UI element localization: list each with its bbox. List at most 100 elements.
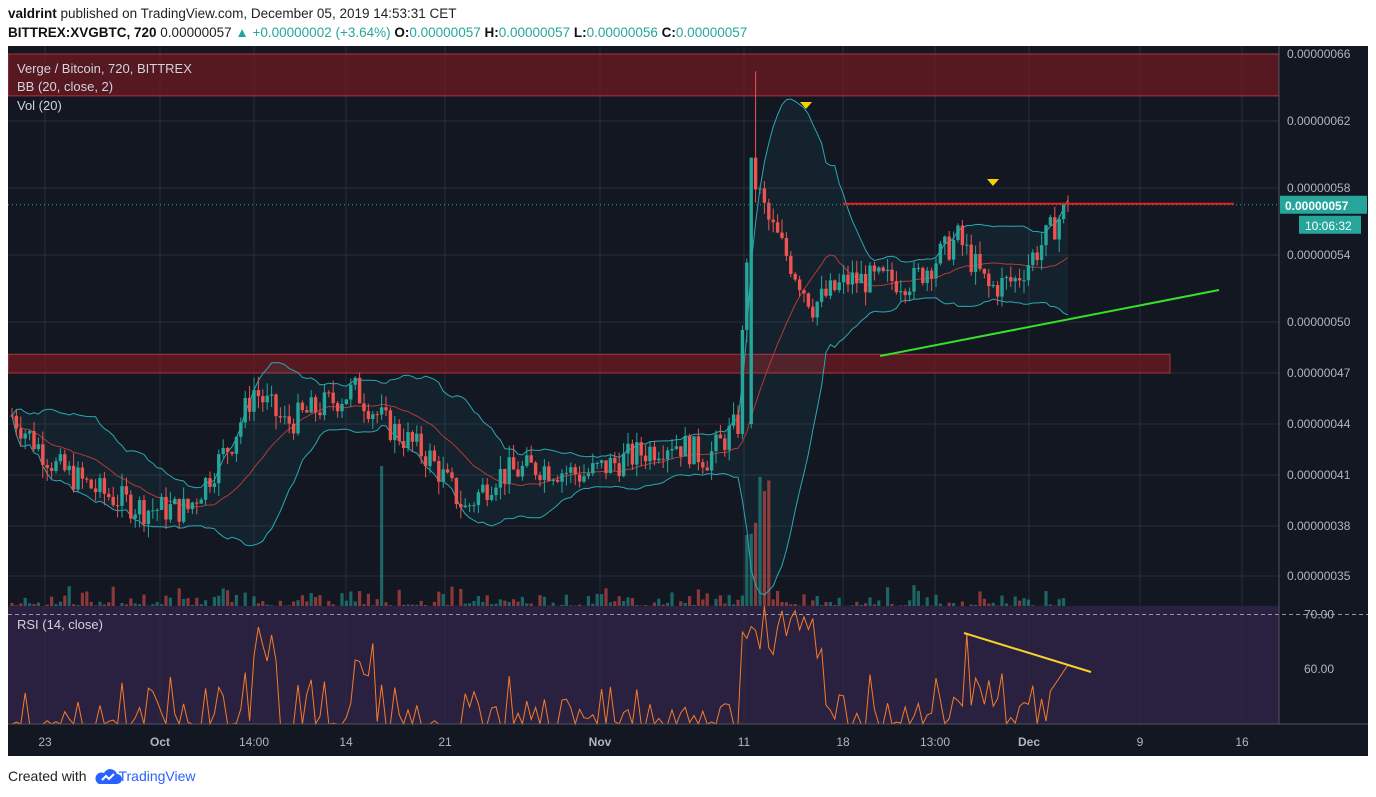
candle[interactable] (32, 421, 36, 452)
candle[interactable] (890, 262, 894, 291)
candle[interactable] (437, 455, 441, 495)
candle[interactable] (423, 450, 428, 478)
candle[interactable] (63, 449, 67, 473)
candle[interactable] (269, 385, 274, 408)
zone-resistance-zone[interactable] (8, 53, 1280, 97)
candle[interactable] (683, 427, 687, 457)
candle[interactable] (93, 479, 98, 501)
candle[interactable] (503, 468, 507, 495)
candle[interactable] (846, 265, 850, 293)
candle[interactable] (806, 292, 811, 309)
candle[interactable] (1022, 269, 1026, 293)
candle[interactable] (621, 443, 626, 478)
candle[interactable] (291, 418, 296, 440)
candle[interactable] (679, 446, 683, 467)
candle[interactable] (393, 415, 397, 454)
candle[interactable] (155, 508, 159, 522)
candle[interactable] (199, 497, 203, 504)
candle[interactable] (881, 265, 885, 273)
candle[interactable] (76, 461, 80, 493)
candle[interactable] (731, 402, 736, 429)
candle[interactable] (1039, 232, 1044, 270)
candle[interactable] (384, 396, 388, 416)
candle[interactable] (344, 399, 349, 405)
candle[interactable] (217, 449, 221, 496)
publisher-name[interactable]: valdrint (8, 6, 57, 21)
candle[interactable] (14, 409, 19, 436)
candle[interactable] (674, 434, 679, 451)
candle[interactable] (278, 407, 283, 423)
candle[interactable] (67, 461, 71, 475)
candle[interactable] (723, 433, 727, 457)
candle[interactable] (1044, 224, 1048, 257)
candle[interactable] (331, 380, 335, 411)
candle[interactable] (727, 417, 731, 461)
chart-panel[interactable]: 0.00000066 0.00000062 0.00000058 0.00000054… (8, 46, 1368, 756)
candle[interactable] (98, 473, 102, 499)
candle[interactable] (850, 260, 855, 295)
candle[interactable] (181, 487, 186, 524)
candle[interactable] (868, 261, 872, 294)
candle[interactable] (441, 456, 445, 488)
candle[interactable] (177, 498, 181, 530)
candle[interactable] (401, 428, 406, 457)
candle[interactable] (569, 462, 573, 483)
candle[interactable] (947, 230, 951, 262)
candle[interactable] (780, 219, 784, 240)
candle[interactable] (833, 279, 837, 292)
candle[interactable] (489, 486, 494, 502)
candle[interactable] (635, 432, 639, 477)
candle[interactable] (10, 407, 14, 418)
candle[interactable] (1031, 249, 1035, 272)
candle[interactable] (705, 460, 709, 471)
candle[interactable] (243, 390, 247, 429)
candle[interactable] (349, 378, 353, 407)
candle[interactable] (736, 405, 740, 438)
candle[interactable] (1013, 275, 1017, 293)
candle[interactable] (300, 400, 305, 413)
bb-indicator-label[interactable]: BB (20, close, 2) (17, 79, 114, 94)
candle[interactable] (190, 501, 195, 515)
candle[interactable] (124, 477, 129, 503)
candle[interactable] (221, 439, 225, 458)
candle[interactable] (978, 241, 982, 272)
candle[interactable] (142, 495, 146, 532)
candle[interactable] (696, 428, 701, 471)
candle[interactable] (907, 287, 912, 301)
candle[interactable] (58, 448, 63, 465)
candle[interactable] (168, 492, 173, 523)
candle[interactable] (463, 498, 467, 509)
candle[interactable] (49, 462, 54, 479)
candle[interactable] (450, 467, 454, 482)
candle[interactable] (45, 458, 49, 481)
candle[interactable] (247, 385, 252, 421)
candle[interactable] (714, 430, 718, 464)
candle[interactable] (1048, 214, 1053, 227)
candle[interactable] (1035, 245, 1039, 266)
candle[interactable] (102, 472, 107, 506)
candle[interactable] (740, 325, 745, 440)
candle[interactable] (507, 445, 511, 494)
candle[interactable] (965, 233, 969, 255)
candle[interactable] (371, 411, 375, 429)
candle[interactable] (89, 478, 93, 490)
candle[interactable] (991, 281, 995, 289)
candle[interactable] (340, 398, 344, 419)
candle[interactable] (525, 447, 529, 468)
candle[interactable] (938, 240, 943, 266)
candle[interactable] (481, 477, 485, 494)
candle[interactable] (692, 436, 696, 465)
candle[interactable] (186, 498, 190, 513)
candle[interactable] (164, 487, 168, 530)
candle[interactable] (718, 424, 723, 439)
candle[interactable] (133, 508, 137, 528)
candle[interactable] (885, 258, 890, 282)
candle[interactable] (54, 457, 58, 474)
candle[interactable] (318, 402, 322, 420)
candle[interactable] (159, 493, 164, 511)
zone-support-zone[interactable] (8, 353, 1171, 374)
candle[interactable] (313, 394, 318, 422)
candle[interactable] (855, 260, 859, 293)
candle[interactable] (137, 496, 142, 528)
candle[interactable] (287, 404, 291, 434)
